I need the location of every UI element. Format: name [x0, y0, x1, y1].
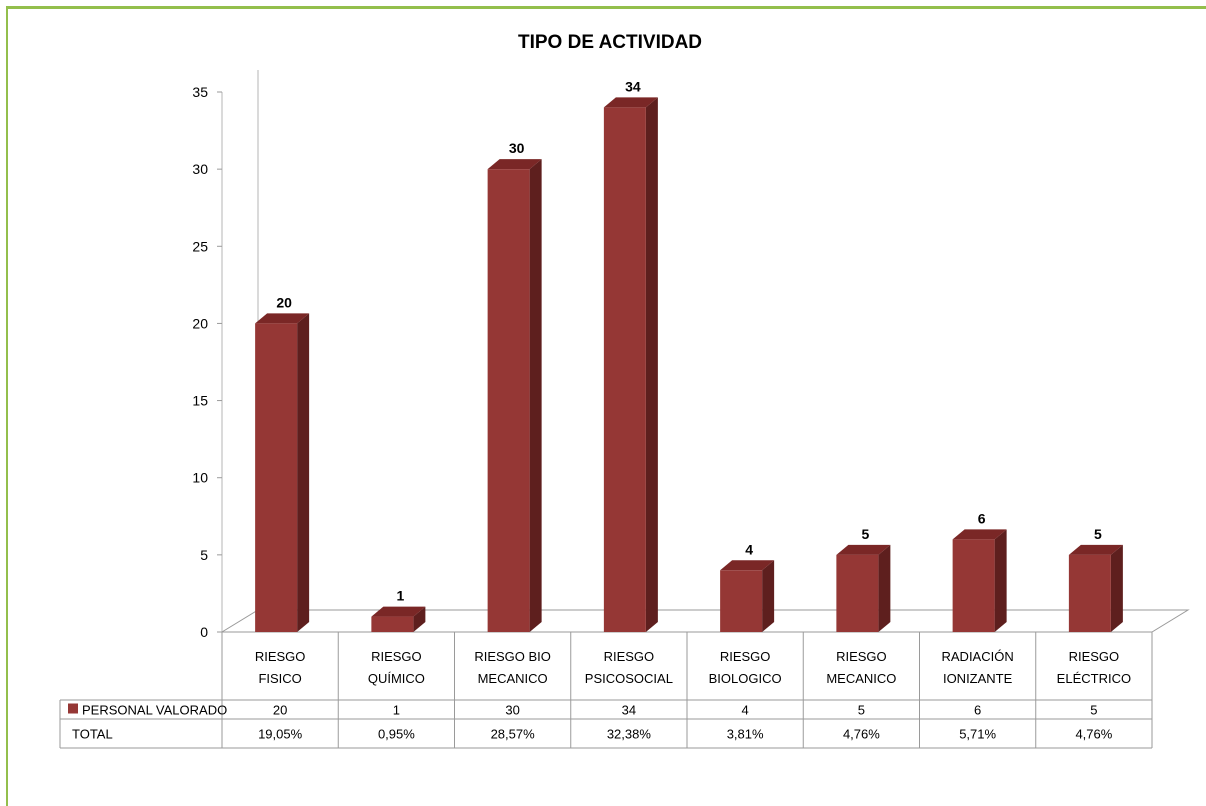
y-tick-label: 0 — [200, 624, 208, 640]
x-category-label: RIESGO — [836, 649, 887, 664]
bar-side — [645, 97, 658, 632]
chart-floor — [220, 609, 1190, 633]
y-tick-label: 20 — [192, 315, 208, 331]
y-tick-label: 5 — [200, 547, 208, 563]
table-cell: 5,71% — [959, 727, 996, 742]
y-tick-label: 15 — [192, 393, 208, 409]
table-cell: 1 — [393, 703, 400, 718]
bar — [371, 606, 426, 632]
x-category-label: BIOLOGICO — [709, 671, 782, 686]
bar-side — [529, 159, 542, 632]
x-category-label: RIESGO — [1069, 649, 1120, 664]
chart-title: TIPO DE ACTIVIDAD — [518, 32, 702, 53]
table-cell: 30 — [505, 703, 519, 718]
bar-front — [371, 616, 414, 632]
bar-front — [603, 107, 646, 632]
x-category-label: RIESGO — [720, 649, 771, 664]
table-cell: 3,81% — [727, 727, 764, 742]
table-cell: 5 — [858, 703, 865, 718]
table-cell: 20 — [273, 703, 287, 718]
bar-chart: TIPO DE ACTIVIDAD 0510152025303520130344… — [59, 32, 1190, 749]
bar-side — [297, 313, 310, 632]
bar-front — [487, 169, 530, 632]
legend-label: PERSONAL VALORADO — [82, 703, 227, 718]
x-category-label: MECANICO — [826, 671, 896, 686]
bar — [836, 544, 891, 632]
bar-top — [836, 544, 891, 555]
table-cell: 19,05% — [258, 727, 303, 742]
bar-top — [371, 606, 426, 617]
bar-top — [487, 159, 542, 170]
table-cell: 4,76% — [1075, 727, 1112, 742]
table-cell: 4 — [742, 703, 749, 718]
data-label: 30 — [509, 140, 525, 156]
bar-side — [413, 606, 426, 632]
x-category-label: RIESGO — [604, 649, 655, 664]
bar-top — [1068, 544, 1123, 555]
bar-front — [255, 323, 298, 632]
bar — [1068, 544, 1123, 632]
y-tick-label: 30 — [192, 161, 208, 177]
bar-top — [603, 97, 658, 108]
data-label: 5 — [1094, 526, 1102, 542]
data-table: RIESGO FISICO RIESGO QUÍMICO RIESGO BIO MECAN… — [59, 632, 1153, 749]
bar-side — [878, 544, 891, 632]
bar-front — [720, 570, 763, 632]
table-row-label: TOTAL — [72, 727, 113, 742]
table-cell: 28,57% — [491, 727, 536, 742]
table-cell: 4,76% — [843, 727, 880, 742]
x-category-label: QUÍMICO — [368, 671, 425, 686]
plot-area: 0 5 10 15 20 25 30 35 20 1 30 34 4 5 6 5 — [192, 70, 1190, 640]
data-label: 4 — [745, 541, 753, 557]
bar-top — [720, 560, 775, 571]
x-category-label: FISICO — [258, 671, 301, 686]
bar — [952, 529, 1007, 632]
bar-top — [255, 313, 310, 324]
data-label: 34 — [625, 78, 641, 94]
bar — [720, 560, 775, 632]
table-cell: 32,38% — [607, 727, 652, 742]
x-category-label: RIESGO BIO — [474, 649, 551, 664]
bar-side — [1110, 544, 1123, 632]
bar-side — [994, 529, 1007, 632]
data-label: 1 — [396, 588, 404, 604]
x-category-label: IONIZANTE — [943, 671, 1013, 686]
x-category-label: RIESGO — [371, 649, 422, 664]
table-cell: 5 — [1090, 703, 1097, 718]
bar — [487, 159, 542, 632]
y-tick-label: 10 — [192, 470, 208, 486]
x-category-label: RADIACIÓN — [942, 649, 1014, 664]
x-category-label: ELÉCTRICO — [1057, 671, 1131, 686]
legend-swatch — [68, 703, 78, 714]
table-cell: 6 — [974, 703, 981, 718]
y-tick-label: 25 — [192, 238, 208, 254]
bar — [255, 313, 310, 632]
x-category-label: PSICOSOCIAL — [585, 671, 673, 686]
bar-front — [836, 554, 879, 632]
bar-top — [952, 529, 1007, 540]
x-category-label: RIESGO — [255, 649, 306, 664]
y-tick-label: 35 — [192, 84, 208, 100]
data-label: 5 — [861, 526, 869, 542]
table-cell: 0,95% — [378, 727, 415, 742]
chart-frame — [6, 6, 1206, 806]
bar-front — [1068, 554, 1111, 632]
bar — [603, 97, 658, 632]
x-category-label: MECANICO — [478, 671, 548, 686]
bar-front — [952, 539, 995, 632]
bar-side — [762, 560, 775, 632]
data-label: 20 — [276, 294, 292, 310]
table-cell: 34 — [622, 703, 636, 718]
data-label: 6 — [978, 510, 986, 526]
